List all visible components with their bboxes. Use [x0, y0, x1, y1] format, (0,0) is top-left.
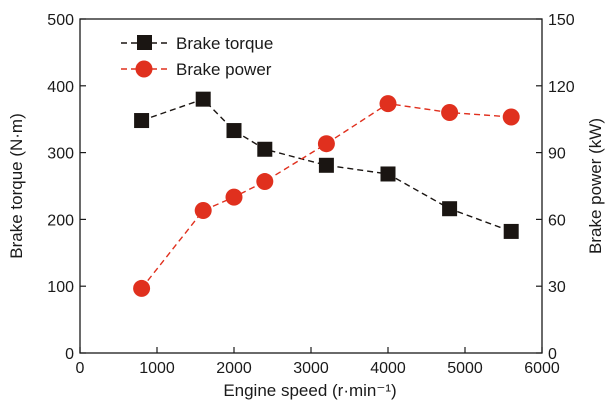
- data-point-brake-torque: [503, 223, 519, 239]
- x-tick-label: 1000: [139, 360, 175, 377]
- y-right-tick-label: 90: [548, 146, 566, 163]
- x-axis-label: Engine speed (r·min⁻¹): [223, 381, 396, 400]
- legend-label-brake-torque: Brake torque: [176, 34, 273, 53]
- series-line-brake-power: [141, 102, 512, 289]
- data-point-brake-power: [133, 279, 151, 297]
- y-left-tick-label: 0: [65, 346, 74, 363]
- y-right-tick-label: 150: [548, 12, 575, 29]
- data-point-brake-torque: [380, 166, 396, 182]
- x-tick-label: 3000: [293, 360, 329, 377]
- data-point-brake-power: [379, 95, 397, 113]
- data-point-brake-torque: [134, 113, 150, 129]
- y-axis-left-label: Brake torque (N·m): [7, 113, 26, 258]
- data-point-brake-power: [256, 173, 274, 191]
- data-point-brake-torque: [226, 123, 242, 139]
- series-lines: [141, 98, 512, 289]
- data-point-brake-torque: [257, 141, 273, 157]
- y-left-tick-label: 400: [47, 79, 74, 96]
- data-point-brake-power: [194, 201, 212, 219]
- x-tick-label: 0: [76, 360, 85, 377]
- data-point-brake-power: [317, 135, 335, 153]
- y-axis-right-label: Brake power (kW): [586, 118, 605, 254]
- data-point-brake-torque: [318, 157, 334, 173]
- y-left-tick-label: 300: [47, 146, 74, 163]
- data-point-brake-power: [225, 188, 243, 206]
- data-point-brake-torque: [195, 91, 211, 107]
- x-tick-label: 4000: [370, 360, 406, 377]
- series-markers: [133, 91, 520, 297]
- legend-marker-brake-power: [135, 60, 153, 78]
- axis-tick-labels: 0 1000 2000 3000 4000 5000 6000010020030040050…: [47, 12, 575, 377]
- legend: Brake torque Brake power: [121, 34, 273, 79]
- data-point-brake-torque: [442, 201, 458, 217]
- y-left-tick-label: 200: [47, 212, 74, 229]
- data-point-brake-power: [441, 104, 459, 122]
- legend-marker-brake-torque: [137, 35, 152, 50]
- y-right-tick-label: 120: [548, 79, 575, 96]
- y-right-tick-label: 30: [548, 279, 566, 296]
- legend-label-brake-power: Brake power: [176, 60, 272, 79]
- axis-ticks: [79, 18, 543, 354]
- x-tick-label: 5000: [447, 360, 483, 377]
- y-right-tick-label: 60: [548, 212, 566, 229]
- data-point-brake-power: [502, 108, 520, 126]
- y-left-tick-label: 100: [47, 279, 74, 296]
- x-tick-label: 2000: [216, 360, 252, 377]
- x-tick-label: 6000: [524, 360, 560, 377]
- y-left-tick-label: 500: [47, 12, 74, 29]
- y-right-tick-label: 0: [548, 346, 557, 363]
